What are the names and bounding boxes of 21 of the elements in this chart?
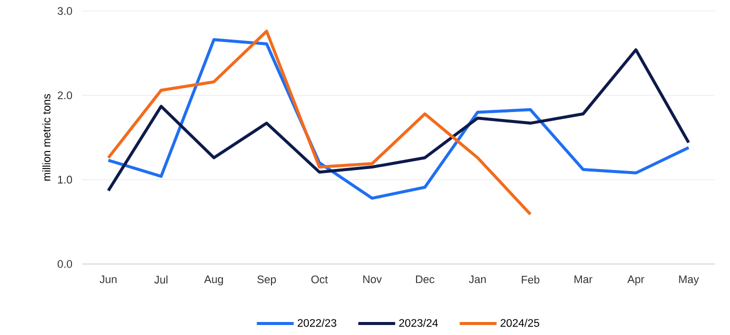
x-tick-label: Jul xyxy=(154,276,168,284)
y-axis-title: million metric tons xyxy=(42,94,50,181)
y-tick-label: 0.0 xyxy=(58,260,72,268)
x-tick-label: Jan xyxy=(468,276,486,284)
x-tick-label: Jun xyxy=(100,276,116,284)
x-tick-label: Feb xyxy=(522,276,540,284)
y-tick-label: 1.0 xyxy=(58,176,72,184)
y-tick-label: 2.0 xyxy=(58,91,72,100)
x-tick-label: Sep xyxy=(257,276,276,286)
x-tick-label: Dec xyxy=(416,276,434,284)
legend-label: 2022/23 xyxy=(298,318,336,327)
x-tick-label: Oct xyxy=(311,276,328,284)
legend-label: 2024/25 xyxy=(500,318,540,327)
x-tick-label: Mar xyxy=(574,276,592,284)
x-tick-label: Nov xyxy=(363,276,382,284)
y-tick-label: 3.0 xyxy=(58,7,72,15)
legend-label: 2023/24 xyxy=(399,318,438,327)
x-tick-label: May xyxy=(679,276,699,286)
x-tick-label: Apr xyxy=(627,276,644,286)
x-tick-label: Aug xyxy=(204,276,223,286)
line-series xyxy=(106,30,532,216)
